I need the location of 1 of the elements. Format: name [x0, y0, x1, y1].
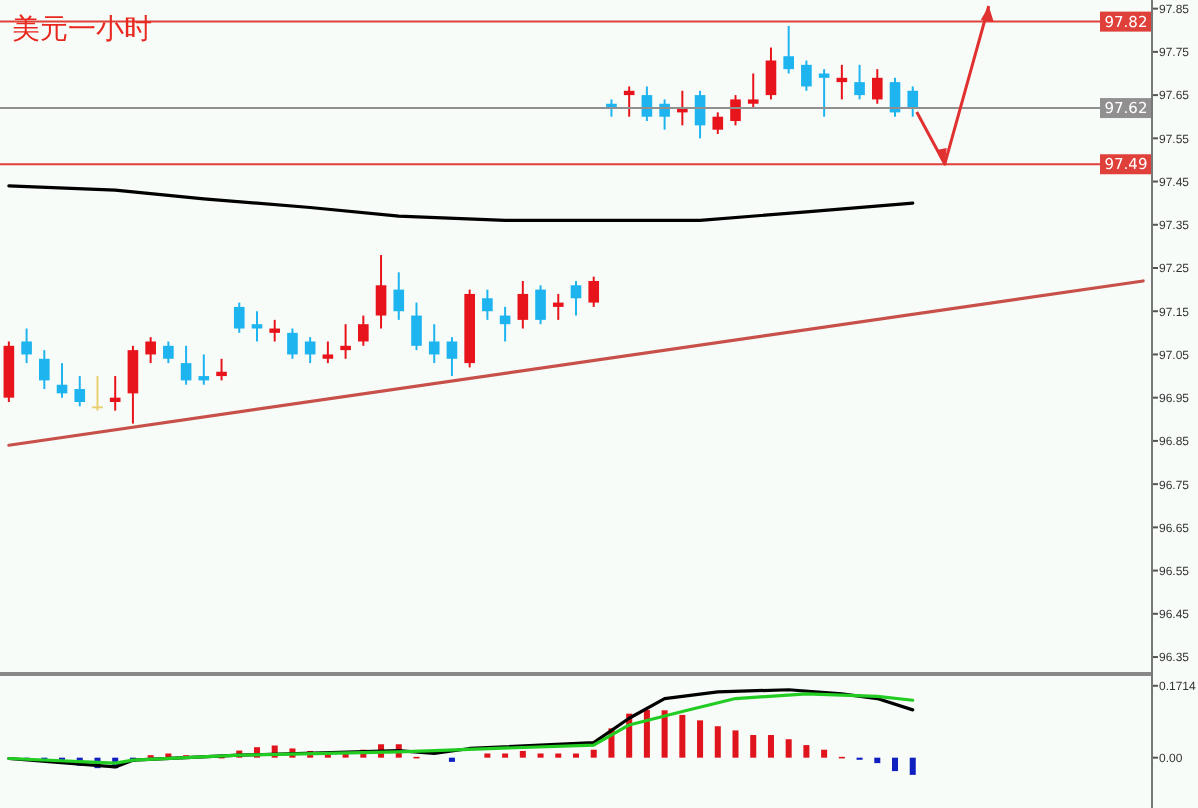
text: 美元一小时 [12, 14, 152, 46]
